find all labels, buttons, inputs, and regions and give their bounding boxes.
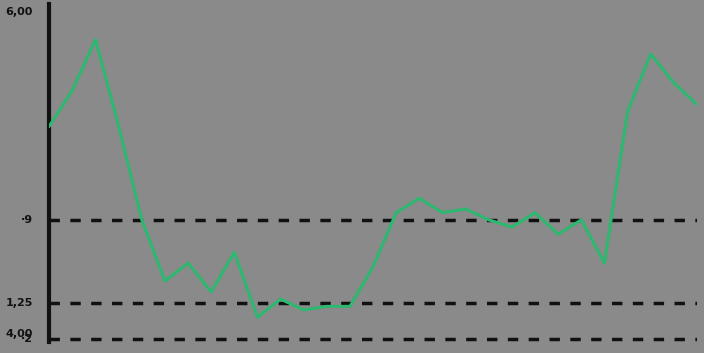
Text: ·9: ·9 [21,215,33,225]
Text: 1,25: 1,25 [6,298,33,308]
Text: ·2: ·2 [21,334,33,344]
Text: 4,00: 4,00 [6,329,33,339]
Text: 6,00: 6,00 [6,7,33,17]
